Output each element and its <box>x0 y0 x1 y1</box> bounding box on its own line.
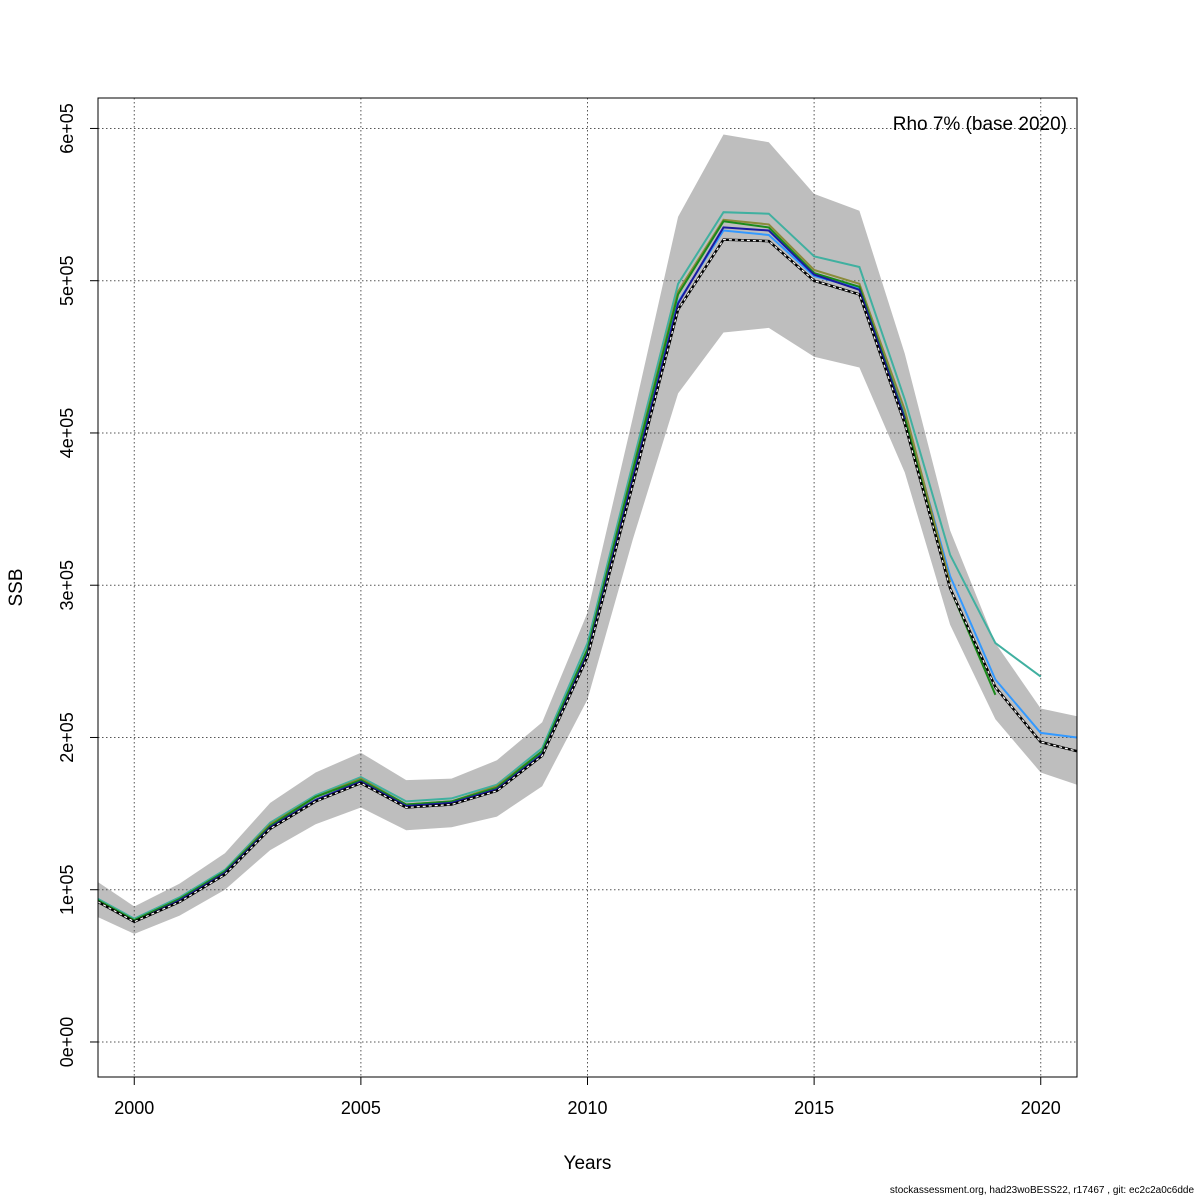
x-tick-label: 2000 <box>114 1098 154 1118</box>
y-tick-label: 4e+05 <box>57 408 77 459</box>
y-tick-label: 1e+05 <box>57 864 77 915</box>
y-tick-label: 2e+05 <box>57 712 77 763</box>
confidence-band <box>98 134 1077 934</box>
series-line-1 <box>97 211 1042 920</box>
rho-annotation: Rho 7% (base 2020) <box>893 114 1067 135</box>
footer-credit: stockassessment.org, had23woBESS22, r174… <box>889 1185 1194 1196</box>
y-tick-label: 5e+05 <box>57 255 77 306</box>
series-line-4 <box>97 220 997 922</box>
y-tick-label: 0e+00 <box>57 1017 77 1068</box>
grid-layer <box>98 98 1077 1077</box>
x-tick-label: 2005 <box>341 1098 381 1118</box>
x-axis-title: Years <box>564 1153 612 1174</box>
x-tick-label: 2015 <box>794 1098 834 1118</box>
y-axis-title: SSB <box>6 568 27 606</box>
series-layer <box>97 211 1078 924</box>
series-line-6-dash <box>97 238 1078 923</box>
x-tick-label: 2010 <box>567 1098 607 1118</box>
x-tick-label: 2020 <box>1021 1098 1061 1118</box>
confidence-band-layer <box>98 134 1077 934</box>
axis-layer: 2000 2005 2010 2015 2020 0e+00 1e+05 2e+05 3e+05… <box>57 103 1061 1118</box>
y-tick-label: 3e+05 <box>57 560 77 611</box>
y-tick-label: 6e+05 <box>57 103 77 154</box>
